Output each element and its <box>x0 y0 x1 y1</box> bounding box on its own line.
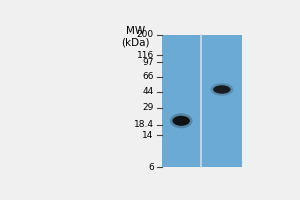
Ellipse shape <box>213 85 231 94</box>
Text: 18.4: 18.4 <box>134 120 154 129</box>
Text: 14: 14 <box>142 131 154 140</box>
Text: 29: 29 <box>142 103 154 112</box>
Text: 116: 116 <box>136 51 154 60</box>
Text: 66: 66 <box>142 72 154 81</box>
Ellipse shape <box>172 116 190 126</box>
Text: 200: 200 <box>136 30 154 39</box>
Text: 6: 6 <box>148 163 154 172</box>
Bar <box>162 35 242 167</box>
Text: 97: 97 <box>142 58 154 67</box>
Ellipse shape <box>170 113 193 128</box>
Ellipse shape <box>211 83 233 96</box>
Text: MW
(kDa): MW (kDa) <box>121 26 149 47</box>
Text: 44: 44 <box>142 87 154 96</box>
